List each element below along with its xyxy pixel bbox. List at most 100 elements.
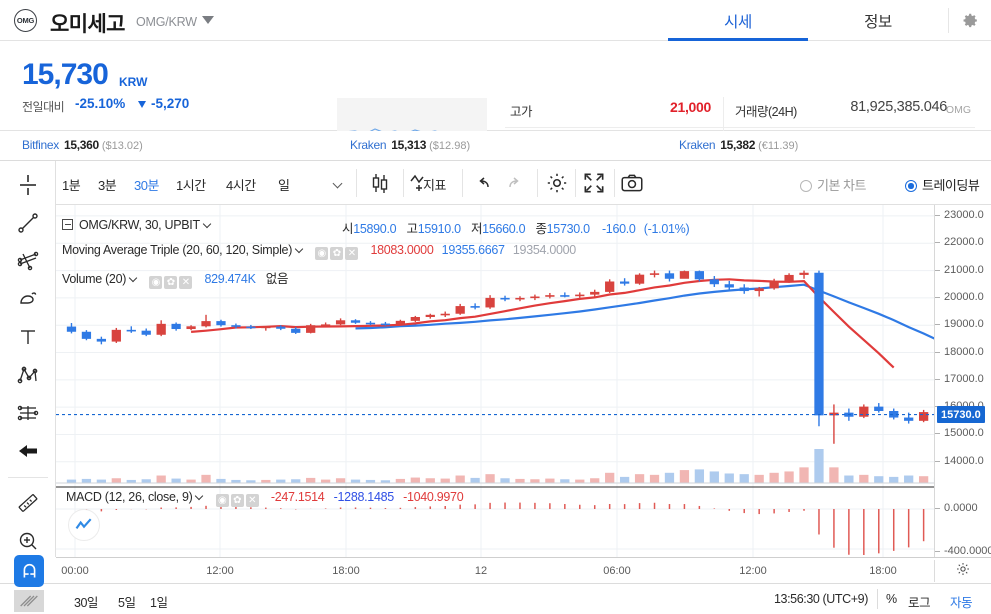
redo-arrow-icon[interactable] xyxy=(502,170,528,196)
ohlc-open-value: 15890.0 xyxy=(353,222,397,236)
price-currency: KRW xyxy=(119,75,148,89)
text-icon[interactable] xyxy=(13,322,43,352)
exchange-name: Kraken xyxy=(679,138,716,152)
tab-market[interactable]: 시세 xyxy=(668,0,808,41)
gear-icon[interactable]: ✿ xyxy=(230,494,244,507)
timeframe-more-chevron-icon[interactable] xyxy=(332,178,343,189)
close-icon[interactable]: ✕ xyxy=(345,247,359,260)
timeframe-30m[interactable]: 30분 xyxy=(134,178,159,193)
timeframe-4h[interactable]: 4시간 xyxy=(226,178,256,193)
exchange-item[interactable]: Bitfinex 15,360 ($13.02) xyxy=(22,138,143,152)
close-icon[interactable]: ✕ xyxy=(245,494,259,507)
chart-canvas[interactable]: OMG/KRW, 30, UPBIT 시15890.0 고15910.0 저15… xyxy=(56,205,991,557)
camera-icon[interactable] xyxy=(619,170,645,196)
chart-mode-basic-label: 기본 차트 xyxy=(817,178,866,193)
ohlc-close-key: 종 xyxy=(535,222,547,236)
time-axis[interactable]: 00:00 12:00 18:00 12 06:00 12:00 18:00 xyxy=(56,557,991,583)
footer-divider xyxy=(877,589,878,609)
exchange-name: Bitfinex xyxy=(22,138,59,152)
exchange-item[interactable]: Kraken 15,313 ($12.98) xyxy=(350,138,470,152)
tradingview-icon[interactable] xyxy=(14,590,44,612)
eye-icon[interactable]: ◉ xyxy=(215,494,229,507)
collapse-icon[interactable] xyxy=(62,219,73,230)
eye-icon[interactable]: ◉ xyxy=(149,276,163,289)
crosshair-icon[interactable] xyxy=(13,170,43,200)
range-5d[interactable]: 5일 xyxy=(118,596,136,610)
time-axis-tick: 18:00 xyxy=(332,565,360,577)
chevron-down-icon[interactable] xyxy=(294,244,304,254)
close-icon[interactable]: ✕ xyxy=(179,276,193,289)
price-axis-tick: 18000.0 xyxy=(935,345,984,358)
gear-icon[interactable]: ✿ xyxy=(330,247,344,260)
volume-value: 829.474K xyxy=(204,272,256,286)
exchange-sub: ($13.02) xyxy=(101,140,143,152)
chevron-down-icon[interactable] xyxy=(202,219,212,229)
current-price: 15,730 xyxy=(22,58,109,91)
clock-time: 13:56:30 (UTC+9) xyxy=(774,592,868,606)
time-axis-tick: 06:00 xyxy=(603,565,631,577)
ohlc-close-value: 15730.0 xyxy=(546,222,590,236)
zoom-in-icon[interactable] xyxy=(13,526,43,556)
chart-mode-tradingview-label: 트레이딩뷰 xyxy=(922,178,980,193)
ma-value-2: 19355.6667 xyxy=(441,243,505,257)
ohlc-low-value: 15660.0 xyxy=(482,222,526,236)
ohlc-delta: -160.0 xyxy=(601,222,636,236)
fullscreen-icon[interactable] xyxy=(581,170,607,196)
ma-value-1: 18083.0000 xyxy=(370,243,434,257)
range-1d[interactable]: 1일 xyxy=(150,596,168,610)
gear-icon[interactable]: ✿ xyxy=(164,276,178,289)
stat-label-high: 고가 xyxy=(510,105,533,119)
exchange-price: 15,313 xyxy=(391,138,427,152)
gear-icon[interactable] xyxy=(544,170,570,196)
range-30d[interactable]: 30일 xyxy=(74,596,98,610)
time-axis-tick: 18:00 xyxy=(869,565,897,577)
chevron-down-icon[interactable] xyxy=(128,273,138,283)
arrow-left-icon[interactable] xyxy=(13,436,43,466)
stat-unit-volume: OMG xyxy=(945,104,971,116)
timeframe-1m[interactable]: 1분 xyxy=(62,178,81,193)
ruler-icon[interactable] xyxy=(13,488,43,518)
indicator-label[interactable]: 지표 xyxy=(423,178,446,193)
tab-info[interactable]: 정보 xyxy=(808,0,948,41)
brush-icon[interactable] xyxy=(13,284,43,314)
long-position-icon[interactable] xyxy=(13,398,43,428)
exchange-name: Kraken xyxy=(350,138,387,152)
coin-name: 오미세고 xyxy=(50,13,125,36)
price-axis-tick: 15000.0 xyxy=(935,427,984,440)
chart-mode-basic[interactable]: 기본 차트 xyxy=(800,175,866,195)
log-scale-button[interactable]: 로그 xyxy=(908,596,931,610)
radio-basic-icon xyxy=(800,180,812,192)
gear-icon[interactable] xyxy=(955,561,971,577)
header-divider xyxy=(948,8,949,33)
eye-icon[interactable]: ◉ xyxy=(315,247,329,260)
chart-mode-tradingview[interactable]: 트레이딩뷰 xyxy=(905,175,980,195)
chevron-down-icon[interactable] xyxy=(202,16,214,24)
change-label: 전일대비 xyxy=(22,100,65,114)
timeframe-1h[interactable]: 1시간 xyxy=(176,178,206,193)
app-header: OMG 오미세고 OMG/KRW 시세 정보 xyxy=(0,0,991,41)
trendline-icon[interactable] xyxy=(13,208,43,238)
macd-title: MACD (12, 26, close, 9) xyxy=(66,490,193,504)
volume-title: Volume (20) xyxy=(62,272,127,286)
coin-pair: OMG/KRW xyxy=(136,15,197,29)
timeframe-3m[interactable]: 3분 xyxy=(98,178,117,193)
timeframe-1d[interactable]: 일 xyxy=(278,178,290,193)
gear-icon[interactable] xyxy=(961,11,980,30)
ohlc-open-key: 시 xyxy=(342,222,354,236)
percent-scale-button[interactable]: % xyxy=(886,592,897,606)
legend-symbol-title: OMG/KRW, 30, UPBIT xyxy=(79,218,200,232)
change-amount: -5,270 xyxy=(151,96,190,111)
chevron-down-icon[interactable] xyxy=(195,491,204,501)
candlestick-icon[interactable] xyxy=(367,170,393,196)
exchange-item[interactable]: Kraken 15,382 (€11.39) xyxy=(679,138,798,152)
auto-scale-button[interactable]: 자동 xyxy=(950,596,973,610)
price-axis[interactable]: 23000.0 22000.0 21000.0 20000.0 19000.0 18000… xyxy=(934,205,991,557)
current-price-badge: 15730.0 xyxy=(937,406,985,424)
fib-channel-icon[interactable] xyxy=(13,246,43,276)
indicator-icon[interactable] xyxy=(408,170,432,196)
toolbar-divider xyxy=(614,169,615,197)
magnet-icon[interactable] xyxy=(14,555,44,587)
pitchfork-icon[interactable] xyxy=(13,360,43,390)
exchange-price: 15,382 xyxy=(720,138,756,152)
undo-arrow-icon[interactable] xyxy=(470,170,496,196)
